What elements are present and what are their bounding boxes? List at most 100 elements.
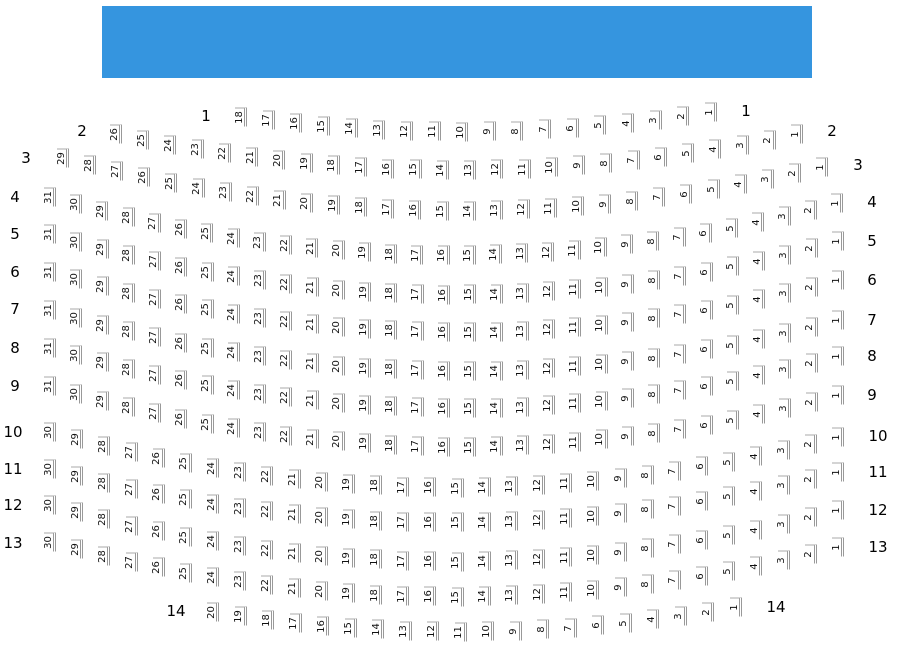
seat[interactable]: 7 (563, 618, 577, 638)
seat[interactable]: 12 (490, 159, 504, 179)
seat[interactable]: 12 (542, 358, 556, 378)
seat[interactable]: 30 (69, 194, 83, 214)
seat[interactable]: 17 (288, 613, 302, 633)
seat[interactable]: 2 (803, 544, 817, 564)
seat[interactable]: 5 (725, 295, 739, 315)
seat[interactable]: 4 (749, 481, 763, 501)
seat[interactable]: 11 (559, 582, 573, 602)
seat[interactable]: 9 (508, 621, 522, 641)
seat[interactable]: 25 (200, 262, 214, 282)
seat[interactable]: 26 (109, 124, 122, 144)
seat[interactable]: 17 (410, 284, 424, 304)
seat[interactable]: 12 (532, 510, 546, 530)
seat[interactable]: 13 (515, 243, 529, 263)
seat[interactable]: 13 (504, 585, 518, 605)
seat[interactable]: 24 (206, 567, 220, 587)
seat[interactable]: 27 (124, 479, 138, 499)
seat[interactable]: 10 (594, 354, 608, 374)
seat[interactable]: 6 (699, 300, 713, 320)
seat[interactable]: 22 (245, 186, 259, 206)
seat[interactable]: 9 (620, 388, 634, 408)
seat[interactable]: 2 (676, 106, 690, 126)
seat[interactable]: 22 (279, 387, 293, 407)
seat[interactable]: 27 (148, 365, 162, 385)
seat[interactable]: 9 (482, 121, 496, 141)
seat[interactable]: 2 (804, 353, 818, 373)
seat[interactable]: 11 (453, 622, 467, 642)
seat[interactable]: 15 (463, 284, 477, 304)
seat[interactable]: 5 (722, 452, 736, 472)
seat[interactable]: 19 (341, 509, 355, 529)
seat[interactable]: 24 (226, 418, 240, 438)
seat[interactable]: 4 (733, 174, 747, 194)
seat[interactable]: 11 (568, 279, 582, 299)
seat[interactable]: 25 (200, 414, 214, 434)
seat[interactable]: 15 (463, 398, 477, 418)
seat[interactable]: 25 (200, 375, 214, 395)
seat[interactable]: 31 (43, 300, 56, 320)
seat[interactable]: 21 (305, 353, 319, 373)
seat[interactable]: 23 (253, 422, 267, 442)
seat[interactable]: 19 (233, 606, 247, 626)
seat[interactable]: 7 (672, 227, 686, 247)
seat[interactable]: 4 (752, 329, 766, 349)
seat[interactable]: 6 (565, 118, 579, 138)
seat[interactable]: 1 (831, 270, 844, 290)
seat[interactable]: 3 (776, 514, 790, 534)
seat[interactable]: 5 (725, 256, 739, 276)
seat[interactable]: 18 (384, 244, 398, 264)
seat[interactable]: 15 (450, 552, 464, 572)
seat[interactable]: 20 (314, 546, 328, 566)
seat[interactable]: 26 (174, 409, 188, 429)
seat[interactable]: 6 (695, 566, 709, 586)
seat[interactable]: 29 (56, 148, 69, 168)
seat[interactable]: 24 (226, 342, 240, 362)
seat[interactable]: 26 (174, 294, 188, 314)
seat[interactable]: 8 (647, 270, 661, 290)
seat[interactable]: 9 (620, 312, 634, 332)
seat[interactable]: 22 (279, 274, 293, 294)
seat[interactable]: 25 (178, 527, 192, 547)
seat[interactable]: 5 (722, 561, 736, 581)
seat[interactable]: 18 (369, 511, 383, 531)
seat[interactable]: 14 (489, 398, 503, 418)
seat[interactable]: 28 (97, 509, 111, 529)
seat[interactable]: 3 (776, 550, 790, 570)
seat[interactable]: 15 (435, 201, 449, 220)
seat[interactable]: 9 (620, 274, 634, 294)
seat[interactable]: 18 (369, 549, 383, 569)
seat[interactable]: 31 (43, 187, 56, 207)
seat[interactable]: 6 (695, 530, 709, 550)
seat[interactable]: 2 (804, 392, 818, 412)
seat[interactable]: 6 (653, 147, 667, 167)
seat[interactable]: 31 (43, 376, 56, 396)
seat[interactable]: 13 (398, 621, 412, 641)
seat[interactable]: 26 (151, 521, 165, 541)
seat[interactable]: 14 (477, 477, 491, 497)
seat[interactable]: 2 (701, 602, 715, 622)
seat[interactable]: 4 (749, 556, 763, 576)
seat[interactable]: 1 (831, 462, 844, 482)
seat[interactable]: 4 (621, 113, 635, 133)
seat[interactable]: 17 (396, 551, 410, 571)
seat[interactable]: 8 (647, 384, 661, 404)
seat[interactable]: 11 (568, 432, 582, 452)
seat[interactable]: 11 (559, 508, 573, 528)
seat[interactable]: 8 (640, 465, 654, 485)
seat[interactable]: 25 (200, 299, 214, 319)
seat[interactable]: 18 (369, 475, 383, 495)
seat[interactable]: 1 (704, 102, 717, 122)
seat[interactable]: 15 (462, 245, 476, 265)
seat[interactable]: 11 (427, 121, 441, 141)
seat[interactable]: 22 (279, 350, 293, 370)
seat[interactable]: 18 (326, 155, 340, 175)
seat[interactable]: 23 (233, 498, 247, 518)
seat[interactable]: 23 (253, 384, 267, 404)
seat[interactable]: 23 (218, 182, 232, 202)
seat[interactable]: 27 (124, 552, 138, 572)
seat[interactable]: 21 (287, 504, 301, 524)
seat[interactable]: 20 (331, 393, 345, 413)
seat[interactable]: 4 (749, 446, 763, 466)
seat[interactable]: 25 (178, 489, 192, 509)
seat[interactable]: 6 (698, 223, 712, 243)
